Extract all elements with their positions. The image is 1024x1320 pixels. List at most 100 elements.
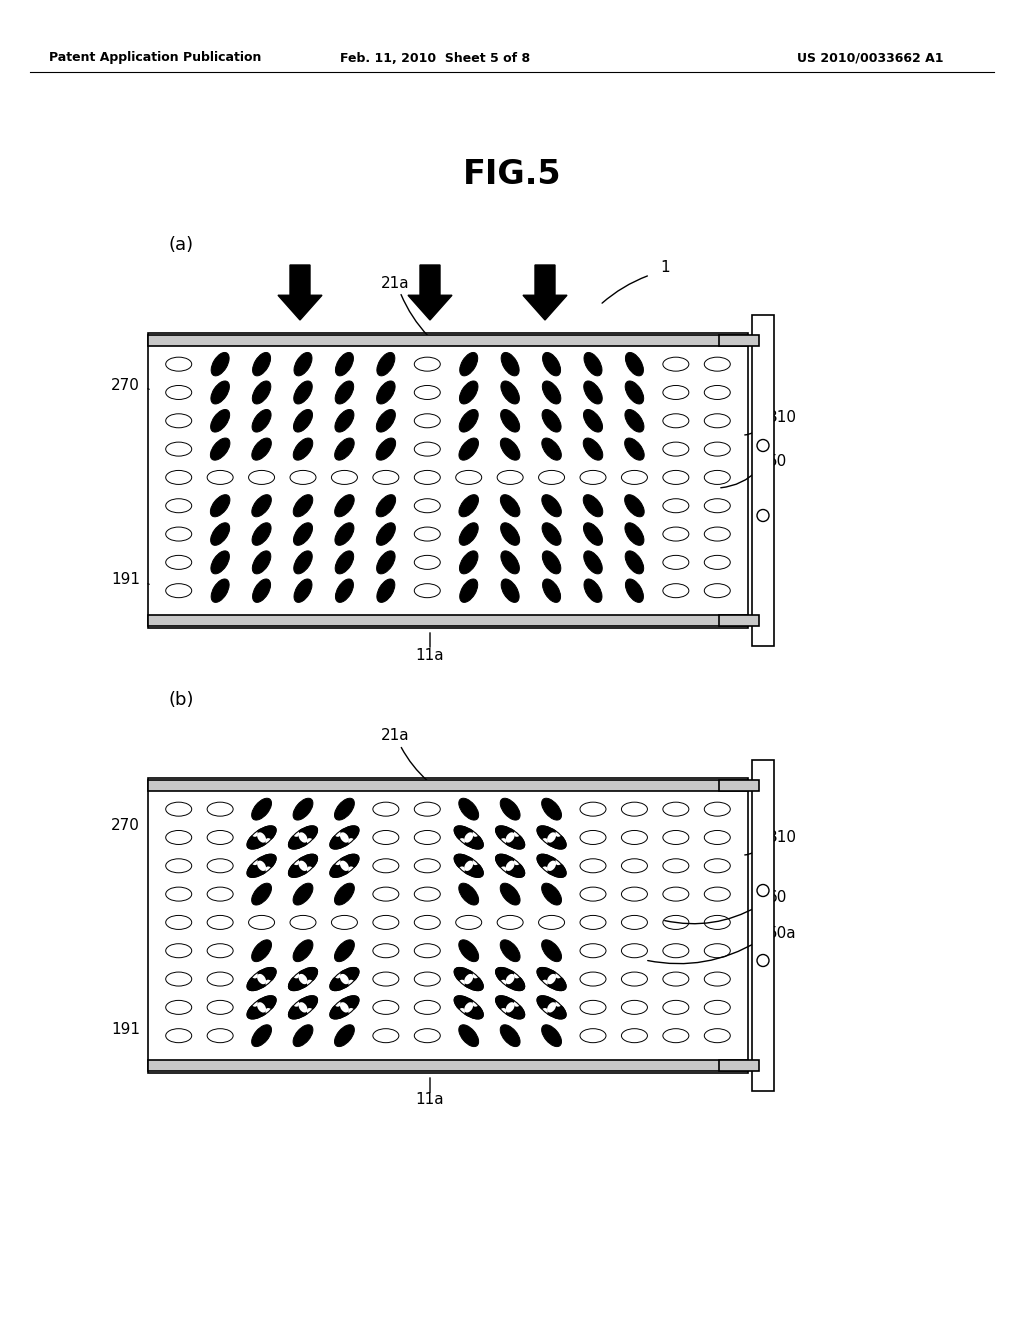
Text: 50a: 50a	[768, 925, 797, 940]
Ellipse shape	[496, 826, 524, 849]
Ellipse shape	[207, 972, 233, 986]
Ellipse shape	[622, 887, 647, 902]
Ellipse shape	[539, 916, 564, 929]
Ellipse shape	[330, 826, 359, 849]
Ellipse shape	[464, 1002, 473, 1012]
Ellipse shape	[500, 940, 520, 962]
Ellipse shape	[415, 972, 440, 986]
Ellipse shape	[415, 556, 440, 569]
Ellipse shape	[307, 838, 315, 849]
Ellipse shape	[500, 883, 520, 906]
Ellipse shape	[625, 409, 644, 432]
Ellipse shape	[580, 916, 606, 929]
Ellipse shape	[625, 495, 644, 517]
Ellipse shape	[460, 579, 478, 602]
Ellipse shape	[705, 830, 730, 845]
Ellipse shape	[166, 830, 191, 845]
Text: 270: 270	[112, 378, 140, 392]
Text: 310: 310	[768, 411, 797, 425]
Ellipse shape	[335, 1024, 354, 1047]
Ellipse shape	[253, 352, 270, 376]
Ellipse shape	[340, 861, 349, 871]
Bar	[148, 780, 748, 791]
Ellipse shape	[663, 887, 689, 902]
Ellipse shape	[542, 1024, 561, 1047]
Ellipse shape	[537, 995, 566, 1019]
Ellipse shape	[348, 1008, 357, 1018]
Ellipse shape	[348, 866, 357, 876]
Ellipse shape	[472, 997, 481, 1007]
Ellipse shape	[542, 438, 561, 461]
Ellipse shape	[459, 438, 478, 461]
Ellipse shape	[252, 799, 271, 820]
Ellipse shape	[501, 438, 520, 461]
Ellipse shape	[498, 866, 506, 876]
Ellipse shape	[166, 556, 191, 569]
Ellipse shape	[456, 470, 481, 484]
Bar	[752, 760, 774, 1092]
Bar	[148, 333, 748, 628]
Ellipse shape	[249, 470, 274, 484]
Ellipse shape	[584, 523, 602, 545]
Ellipse shape	[415, 358, 440, 371]
Ellipse shape	[464, 861, 473, 871]
Text: 11a: 11a	[416, 1093, 444, 1107]
Ellipse shape	[543, 381, 561, 404]
Ellipse shape	[543, 550, 561, 574]
Ellipse shape	[415, 944, 440, 958]
Ellipse shape	[539, 470, 564, 484]
Ellipse shape	[663, 385, 689, 400]
Ellipse shape	[705, 859, 730, 873]
Ellipse shape	[293, 438, 312, 461]
Ellipse shape	[257, 1002, 266, 1012]
Polygon shape	[278, 265, 322, 319]
Ellipse shape	[299, 833, 307, 842]
Ellipse shape	[496, 995, 524, 1019]
Ellipse shape	[456, 838, 465, 849]
Ellipse shape	[705, 583, 730, 598]
Text: 50: 50	[768, 454, 787, 470]
Ellipse shape	[459, 495, 478, 517]
Ellipse shape	[622, 944, 647, 958]
Ellipse shape	[252, 409, 271, 432]
Ellipse shape	[537, 854, 566, 878]
Ellipse shape	[415, 830, 440, 845]
Ellipse shape	[252, 940, 271, 962]
Ellipse shape	[584, 438, 603, 461]
Ellipse shape	[166, 385, 191, 400]
Ellipse shape	[459, 523, 478, 545]
Ellipse shape	[166, 887, 191, 902]
Ellipse shape	[166, 1028, 191, 1043]
Ellipse shape	[252, 550, 270, 574]
Ellipse shape	[464, 974, 473, 985]
Ellipse shape	[207, 1001, 233, 1014]
Ellipse shape	[584, 381, 602, 404]
Bar	[148, 777, 748, 1073]
Circle shape	[757, 510, 769, 521]
Ellipse shape	[373, 830, 399, 845]
Ellipse shape	[377, 579, 395, 602]
Ellipse shape	[265, 1008, 274, 1018]
Ellipse shape	[580, 1001, 606, 1014]
Ellipse shape	[460, 352, 478, 376]
Ellipse shape	[166, 499, 191, 512]
Ellipse shape	[207, 859, 233, 873]
Ellipse shape	[289, 826, 317, 849]
Ellipse shape	[663, 830, 689, 845]
Ellipse shape	[293, 1024, 313, 1047]
Ellipse shape	[663, 470, 689, 484]
Ellipse shape	[500, 799, 520, 820]
Ellipse shape	[299, 861, 307, 871]
Ellipse shape	[207, 830, 233, 845]
Ellipse shape	[580, 470, 606, 484]
Ellipse shape	[514, 855, 523, 865]
Text: (a): (a)	[168, 236, 194, 253]
Ellipse shape	[210, 495, 230, 517]
Ellipse shape	[373, 859, 399, 873]
Ellipse shape	[547, 974, 556, 985]
Ellipse shape	[542, 523, 561, 545]
Ellipse shape	[373, 944, 399, 958]
Ellipse shape	[415, 803, 440, 816]
Ellipse shape	[456, 1008, 465, 1018]
Ellipse shape	[290, 968, 299, 978]
